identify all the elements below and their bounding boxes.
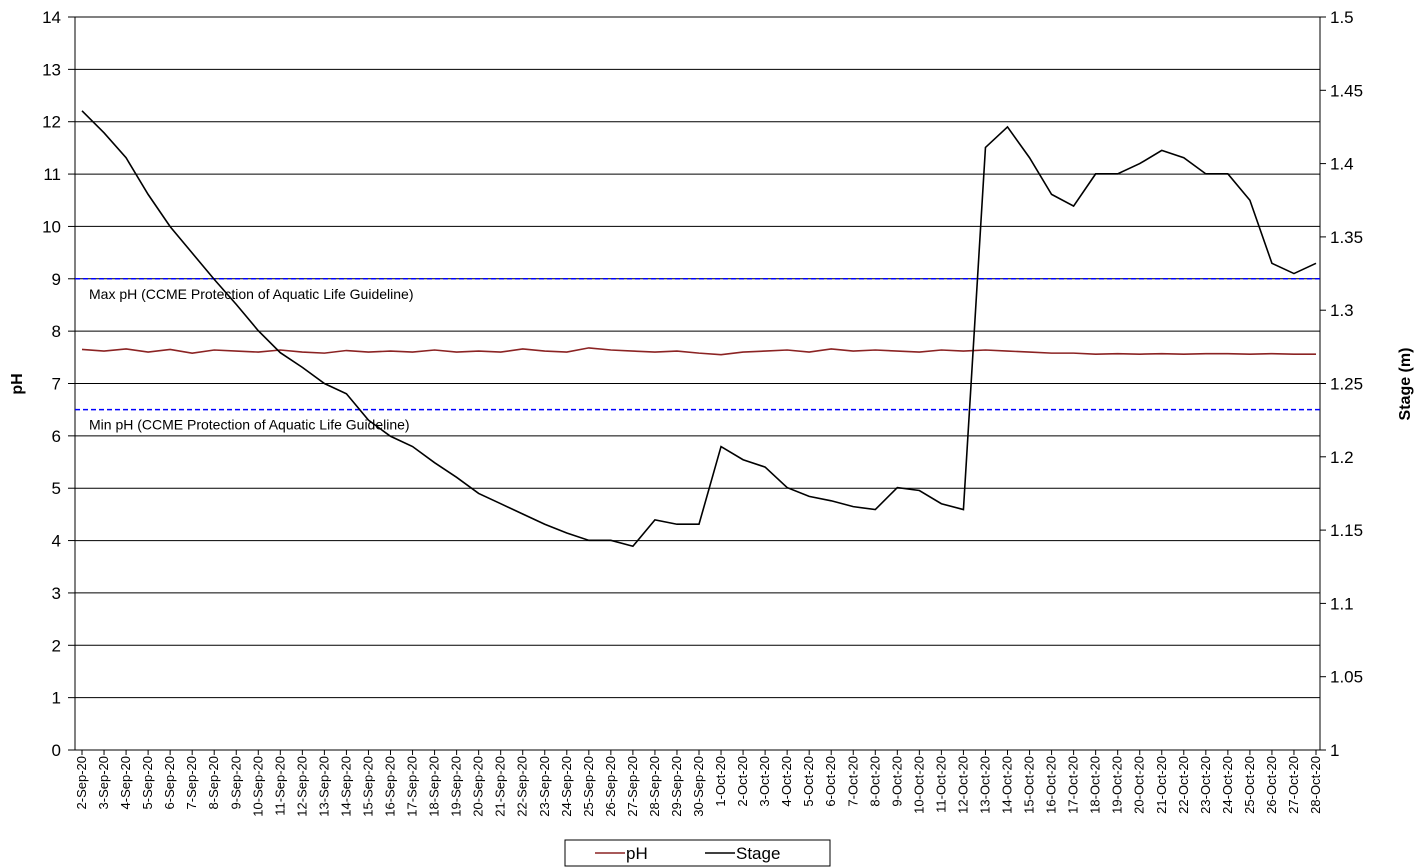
x-tick-label: 22-Oct-20 xyxy=(1176,756,1191,814)
x-tick-label: 3-Oct-20 xyxy=(757,756,772,807)
y2-tick-label: 1.4 xyxy=(1330,155,1354,174)
x-tick-label: 8-Oct-20 xyxy=(867,756,882,807)
y-tick-label: 6 xyxy=(52,427,61,446)
x-tick-label: 16-Sep-20 xyxy=(383,756,398,817)
legend-label: pH xyxy=(626,844,648,863)
y2-tick-label: 1.2 xyxy=(1330,448,1354,467)
x-tick-label: 21-Oct-20 xyxy=(1154,756,1169,814)
x-tick-label: 17-Oct-20 xyxy=(1066,756,1081,814)
x-tick-label: 6-Oct-20 xyxy=(823,756,838,807)
y-axis-label: pH xyxy=(9,373,26,394)
x-tick-label: 3-Sep-20 xyxy=(96,756,111,809)
x-tick-label: 13-Oct-20 xyxy=(977,756,992,814)
x-tick-label: 17-Sep-20 xyxy=(405,756,420,817)
reference-label: Max pH (CCME Protection of Aquatic Life … xyxy=(89,286,413,302)
x-tick-label: 20-Sep-20 xyxy=(471,756,486,817)
y-tick-label: 2 xyxy=(52,636,61,655)
x-tick-label: 23-Sep-20 xyxy=(537,756,552,817)
x-tick-label: 23-Oct-20 xyxy=(1198,756,1213,814)
x-tick-label: 24-Sep-20 xyxy=(559,756,574,817)
y-tick-label: 8 xyxy=(52,322,61,341)
y-tick-label: 0 xyxy=(52,741,61,760)
x-tick-label: 2-Sep-20 xyxy=(74,756,89,809)
x-tick-label: 10-Oct-20 xyxy=(911,756,926,814)
y-tick-label: 13 xyxy=(42,60,61,79)
x-tick-label: 27-Sep-20 xyxy=(625,756,640,817)
x-tick-label: 27-Oct-20 xyxy=(1286,756,1301,814)
x-tick-label: 11-Oct-20 xyxy=(933,756,948,813)
y-tick-label: 4 xyxy=(52,532,61,551)
x-tick-label: 18-Sep-20 xyxy=(427,756,442,817)
x-tick-label: 12-Oct-20 xyxy=(955,756,970,814)
x-tick-label: 18-Oct-20 xyxy=(1088,756,1103,814)
x-tick-label: 10-Sep-20 xyxy=(250,756,265,817)
legend-box xyxy=(564,839,831,867)
x-tick-label: 7-Sep-20 xyxy=(184,756,199,809)
x-tick-label: 19-Oct-20 xyxy=(1110,756,1125,814)
y2-tick-label: 1.3 xyxy=(1330,301,1354,320)
y2-tick-label: 1.45 xyxy=(1330,81,1363,100)
x-tick-label: 28-Oct-20 xyxy=(1308,756,1323,814)
y-tick-label: 7 xyxy=(52,375,61,394)
x-tick-label: 6-Sep-20 xyxy=(162,756,177,809)
x-tick-label: 29-Sep-20 xyxy=(669,756,684,817)
x-tick-label: 25-Oct-20 xyxy=(1242,756,1257,814)
x-tick-label: 14-Sep-20 xyxy=(338,756,353,817)
x-tick-label: 28-Sep-20 xyxy=(647,756,662,817)
y2-tick-label: 1.25 xyxy=(1330,375,1363,394)
y2-tick-label: 1.1 xyxy=(1330,594,1354,613)
y-tick-label: 9 xyxy=(52,270,61,289)
legend-label: Stage xyxy=(736,844,780,863)
x-tick-label: 4-Sep-20 xyxy=(118,756,133,809)
x-tick-label: 2-Oct-20 xyxy=(735,756,750,807)
series-line xyxy=(81,347,1316,356)
x-tick-label: 4-Oct-20 xyxy=(779,756,794,807)
y-tick-label: 1 xyxy=(52,689,61,708)
x-tick-label: 21-Sep-20 xyxy=(493,756,508,817)
y2-tick-label: 1.35 xyxy=(1330,228,1363,247)
x-tick-label: 13-Sep-20 xyxy=(316,756,331,817)
y-tick-label: 3 xyxy=(52,584,61,603)
x-tick-label: 15-Sep-20 xyxy=(360,756,375,817)
y-tick-label: 14 xyxy=(42,8,61,27)
x-tick-label: 22-Sep-20 xyxy=(515,756,530,817)
y2-tick-label: 1 xyxy=(1330,741,1339,760)
y-tick-label: 5 xyxy=(52,479,61,498)
x-tick-label: 8-Sep-20 xyxy=(206,756,221,809)
x-tick-label: 25-Sep-20 xyxy=(581,756,596,817)
series-line xyxy=(81,110,1317,548)
x-tick-label: 26-Sep-20 xyxy=(603,756,618,817)
y-tick-label: 11 xyxy=(43,165,61,184)
y2-tick-label: 1.5 xyxy=(1330,8,1354,27)
y-tick-label: 12 xyxy=(42,113,61,132)
y2-tick-label: 1.05 xyxy=(1330,668,1363,687)
x-tick-label: 5-Oct-20 xyxy=(801,756,816,807)
x-tick-label: 7-Oct-20 xyxy=(845,756,860,807)
x-tick-label: 24-Oct-20 xyxy=(1220,756,1235,814)
y2-axis-label: Stage (m) xyxy=(1397,348,1414,421)
x-tick-label: 19-Sep-20 xyxy=(449,756,464,817)
y2-tick-label: 1.15 xyxy=(1330,521,1363,540)
x-tick-label: 9-Oct-20 xyxy=(889,756,904,807)
x-tick-label: 26-Oct-20 xyxy=(1264,756,1279,814)
x-tick-label: 15-Oct-20 xyxy=(1022,756,1037,814)
x-tick-label: 20-Oct-20 xyxy=(1132,756,1147,814)
x-tick-label: 1-Oct-20 xyxy=(713,756,728,807)
x-tick-label: 11-Sep-20 xyxy=(272,756,287,816)
x-tick-label: 5-Sep-20 xyxy=(140,756,155,809)
x-tick-label: 9-Sep-20 xyxy=(228,756,243,809)
x-tick-label: 12-Sep-20 xyxy=(294,756,309,817)
plot-border xyxy=(74,16,1321,751)
x-tick-label: 16-Oct-20 xyxy=(1044,756,1059,814)
reference-label: Min pH (CCME Protection of Aquatic Life … xyxy=(89,417,410,433)
y-tick-label: 10 xyxy=(42,217,61,236)
x-tick-label: 14-Oct-20 xyxy=(1000,756,1015,814)
x-tick-label: 30-Sep-20 xyxy=(691,756,706,817)
